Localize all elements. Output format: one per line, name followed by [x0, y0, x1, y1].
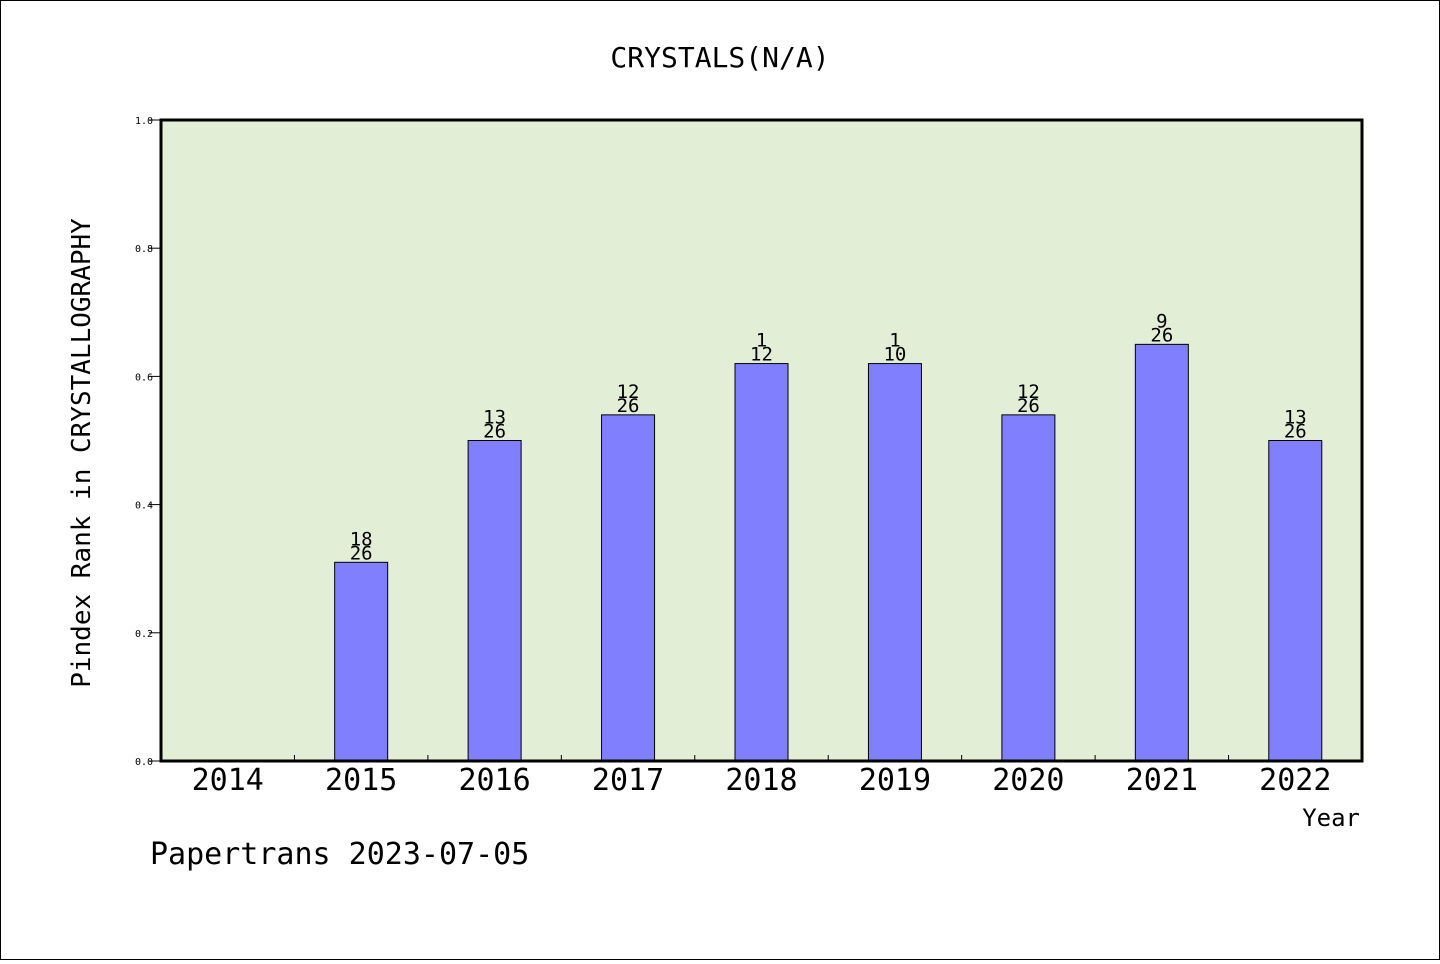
bar-rank-label: 1 — [889, 330, 900, 352]
bar — [601, 414, 656, 762]
bar-total-label: 12 — [750, 344, 773, 366]
y-tick-label: 1.0 — [135, 116, 153, 127]
y-tick-label: 0.0 — [135, 757, 153, 768]
x-axis-label: Year — [1302, 804, 1360, 832]
bar-total-label: 26 — [617, 395, 640, 417]
bar — [1001, 414, 1056, 762]
x-tick-label: 2014 — [192, 763, 264, 798]
y-axis-label: Pindex Rank in CRYSTALLOGRAPHY — [67, 218, 97, 688]
bar — [1268, 440, 1323, 762]
x-tick-label: 2022 — [1259, 763, 1331, 798]
bar — [734, 363, 789, 762]
bar-total-label: 10 — [883, 344, 906, 366]
bar-rank-label: 12 — [1017, 381, 1040, 403]
plot-border — [159, 118, 1364, 763]
bar-total-label: 26 — [350, 542, 373, 564]
bar-rank-label: 18 — [350, 528, 373, 550]
chart-title: CRYSTALS(N/A) — [610, 41, 829, 74]
bar-total-label: 26 — [483, 421, 506, 443]
y-tick-label: 0.2 — [135, 629, 153, 640]
x-tick-label: 2019 — [859, 763, 931, 798]
x-tick-label: 2015 — [325, 763, 397, 798]
y-tick-label: 0.4 — [135, 501, 153, 512]
bar-total-label: 26 — [1017, 395, 1040, 417]
bar-total-label: 26 — [1150, 324, 1173, 346]
bar-total-label: 26 — [1284, 421, 1307, 443]
x-tick-label: 2016 — [458, 763, 530, 798]
bar-rank-label: 9 — [1156, 310, 1167, 332]
footer-credit: Papertrans 2023-07-05 — [150, 837, 529, 872]
x-tick-label: 2020 — [992, 763, 1064, 798]
x-tick-label: 2017 — [592, 763, 664, 798]
bar-rank-label: 13 — [1284, 407, 1307, 429]
x-tick-label: 2021 — [1126, 763, 1198, 798]
bar-rank-label: 12 — [617, 381, 640, 403]
x-axis: 2014 2015 2016 2017 2018 2019 2020 2021 2022 — [192, 755, 1331, 798]
bar — [867, 363, 922, 762]
y-tick-label: 0.8 — [135, 244, 153, 255]
y-axis: 0.0 0.2 0.4 0.6 0.8 1.0 — [135, 116, 161, 768]
x-tick-label: 2018 — [725, 763, 797, 798]
bar — [334, 561, 389, 762]
bar — [1134, 343, 1189, 762]
bar-series — [334, 343, 1323, 762]
bar-rank-label: 13 — [483, 407, 506, 429]
bar-rank-label: 1 — [756, 330, 767, 352]
y-tick-label: 0.6 — [135, 372, 153, 383]
bar — [467, 440, 522, 762]
